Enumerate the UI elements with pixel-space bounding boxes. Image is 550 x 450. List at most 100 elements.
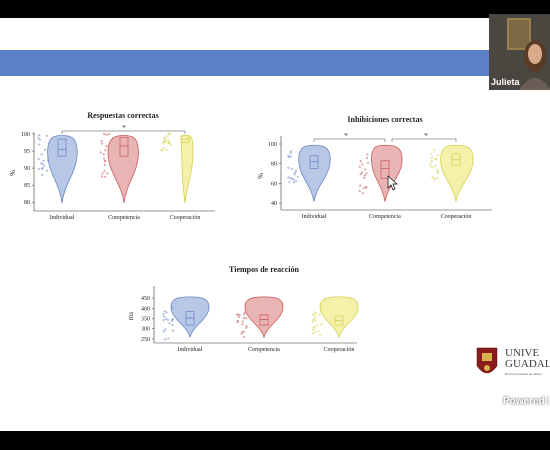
bottom-black-bar: [0, 431, 550, 450]
sig-marker: *: [344, 132, 348, 140]
data-point: [242, 330, 245, 333]
data-point: [315, 324, 319, 327]
data-point: [164, 138, 167, 141]
data-point: [162, 312, 165, 316]
data-point: [361, 163, 364, 166]
data-point: [42, 159, 45, 163]
data-point: [432, 149, 436, 152]
y-tick-label: 80: [271, 162, 277, 168]
data-point: [168, 141, 171, 145]
x-tick-label: Individual: [178, 347, 203, 353]
violin-cooperación: [180, 135, 194, 204]
data-point: [103, 163, 106, 167]
data-point: [430, 153, 433, 156]
box-competencia: [380, 160, 390, 179]
data-point: [165, 148, 168, 152]
top-black-bar: [0, 0, 550, 18]
data-point: [163, 310, 166, 313]
box-competencia: [259, 314, 269, 326]
data-point: [293, 171, 297, 174]
data-point: [164, 338, 167, 341]
data-point: [433, 164, 437, 167]
data-point: [290, 167, 294, 170]
data-point: [240, 332, 243, 335]
data-point: [164, 328, 167, 331]
data-point: [366, 153, 369, 156]
y-tick-label: 100: [268, 142, 277, 148]
data-point: [318, 314, 321, 317]
data-point: [160, 149, 163, 152]
data-point: [289, 150, 292, 153]
data-point: [162, 136, 166, 140]
chart-tiempos: Tiempos de reacción ms 450 400 350 300 250 I…: [127, 265, 359, 353]
data-point: [39, 162, 43, 165]
x-tick-label: Cooperación: [170, 215, 201, 221]
y-tick-label: 300: [141, 327, 150, 333]
data-point: [359, 160, 362, 163]
data-point: [164, 317, 168, 320]
data-point: [104, 175, 107, 178]
data-point: [45, 169, 49, 172]
violin-cooperación: [319, 296, 359, 338]
data-point: [289, 155, 292, 158]
y-tick-label: 95: [24, 149, 30, 155]
presentation-slide: Respuestas correctas % 100 95 90 85 80 * Ind…: [0, 18, 525, 431]
data-point: [163, 315, 166, 318]
data-point: [171, 323, 174, 327]
data-point: [318, 333, 322, 336]
data-point: [311, 321, 314, 324]
data-point: [314, 311, 317, 314]
x-tick-label: Competencia: [369, 214, 401, 220]
data-point: [43, 148, 47, 151]
participant-video[interactable]: Julieta: [489, 14, 550, 90]
data-point: [314, 319, 317, 322]
data-point: [360, 171, 364, 174]
y-tick-label: 400: [141, 306, 150, 312]
data-point: [46, 159, 50, 162]
data-point: [241, 323, 244, 326]
y-tick-label: 80: [24, 200, 30, 206]
x-tick-label: Cooperación: [441, 214, 472, 220]
box-competencia: [119, 137, 129, 157]
data-point: [103, 132, 106, 136]
data-point: [169, 143, 172, 146]
participant-name: Julieta: [491, 77, 520, 87]
data-point: [41, 167, 44, 170]
data-point: [171, 329, 174, 332]
data-point: [166, 134, 169, 138]
data-point: [366, 161, 370, 165]
data-point: [241, 320, 244, 323]
data-point: [163, 141, 166, 144]
university-logo-text: UNIVE GUADAL: [505, 348, 550, 370]
data-point: [43, 165, 46, 168]
violin-competencia: [244, 296, 284, 338]
y-tick-label: 450: [141, 296, 150, 302]
logo-subtitle: Red Universitaria de Jalisco: [505, 372, 543, 376]
chart-inhibiciones: Inhibiciones correctas % 100 80 60 40 * * I…: [257, 115, 492, 220]
data-point: [359, 173, 362, 176]
data-point: [292, 178, 295, 181]
y-tick-label: 60: [271, 181, 277, 187]
data-point: [37, 158, 40, 161]
data-point: [238, 313, 241, 317]
data-point: [242, 316, 246, 319]
data-point: [166, 318, 170, 321]
y-tick-label: 40: [271, 201, 277, 207]
violin-cooperación: [440, 144, 474, 202]
data-point: [435, 168, 439, 172]
data-point: [311, 332, 315, 335]
x-tick-label: Competencia: [108, 215, 140, 221]
data-point: [436, 176, 439, 180]
data-point: [296, 175, 300, 178]
data-point: [294, 179, 298, 183]
participant-avatar: [489, 14, 550, 90]
chart-title: Tiempos de reacción: [229, 265, 299, 274]
data-point: [361, 192, 364, 195]
slide-header-ribbon: [0, 50, 525, 76]
y-tick-label: 85: [24, 183, 30, 189]
data-point: [107, 132, 110, 136]
data-point: [320, 323, 323, 326]
data-point: [431, 175, 434, 178]
data-point: [38, 138, 41, 141]
data-point: [165, 311, 168, 314]
